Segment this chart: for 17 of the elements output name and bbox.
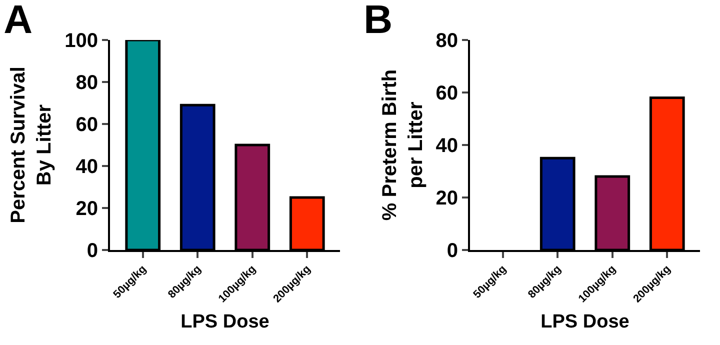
y-tick-label: 80 [436, 30, 458, 52]
y-axis-title: Percent Survival By Litter [8, 66, 56, 224]
y-tick-label: 60 [436, 82, 458, 104]
x-axis-title: LPS Dose [540, 311, 630, 332]
chart-title: A [4, 0, 32, 42]
y-tick-label: 80 [76, 72, 98, 94]
y-tick-label: 0 [446, 240, 458, 262]
y-tick-label: 40 [436, 135, 458, 157]
y-tick-label: 100 [64, 30, 98, 52]
y-tick-label: 20 [76, 198, 98, 220]
y-axis-title: % Preterm Birth per Litter [378, 69, 427, 221]
y-tick-label: 60 [76, 114, 98, 136]
y-tick-label: 0 [86, 240, 98, 262]
x-axis-title: LPS Dose [180, 311, 270, 332]
chart-title: B [364, 0, 392, 42]
y-tick-label: 40 [76, 156, 98, 178]
y-tick-label: 20 [436, 188, 458, 210]
